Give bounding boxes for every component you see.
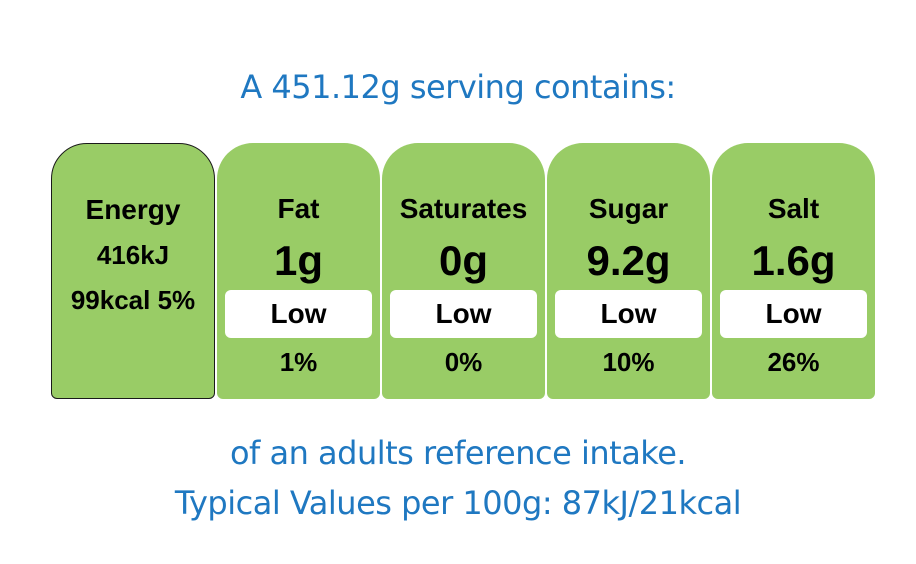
fat-percent: 1% (279, 347, 318, 377)
sugar-label: Sugar (588, 193, 669, 224)
sugar-amount: 9.2g (586, 237, 671, 284)
salt-level-badge: Low (720, 290, 867, 338)
typical-values-note: Typical Values per 100g: 87kJ/21kcal (174, 484, 742, 522)
energy-kcal-percent: 99kcal 5% (70, 285, 196, 315)
saturates-label: Saturates (399, 193, 528, 224)
energy-card: Energy 416kJ 99kcal 5% (51, 143, 215, 399)
fat-level-badge: Low (225, 290, 372, 338)
sugar-level-badge: Low (555, 290, 702, 338)
serving-title: A 451.12g serving contains: (240, 68, 676, 106)
sugar-card: Sugar 9.2g Low 10% (547, 143, 710, 399)
saturates-level-badge: Low (390, 290, 537, 338)
energy-label: Energy (85, 194, 181, 225)
energy-kj: 416kJ (96, 240, 170, 270)
fat-label: Fat (277, 193, 320, 224)
saturates-amount: 0g (438, 237, 488, 284)
salt-label: Salt (767, 193, 820, 224)
salt-percent: 26% (767, 347, 820, 377)
sugar-percent: 10% (602, 347, 655, 377)
fat-amount: 1g (273, 237, 323, 284)
salt-card: Salt 1.6g Low 26% (712, 143, 875, 399)
saturates-card: Saturates 0g Low 0% (382, 143, 545, 399)
saturates-percent: 0% (444, 347, 483, 377)
salt-amount: 1.6g (751, 237, 836, 284)
fat-card: Fat 1g Low 1% (217, 143, 380, 399)
reference-intake-note: of an adults reference intake. (229, 434, 687, 472)
